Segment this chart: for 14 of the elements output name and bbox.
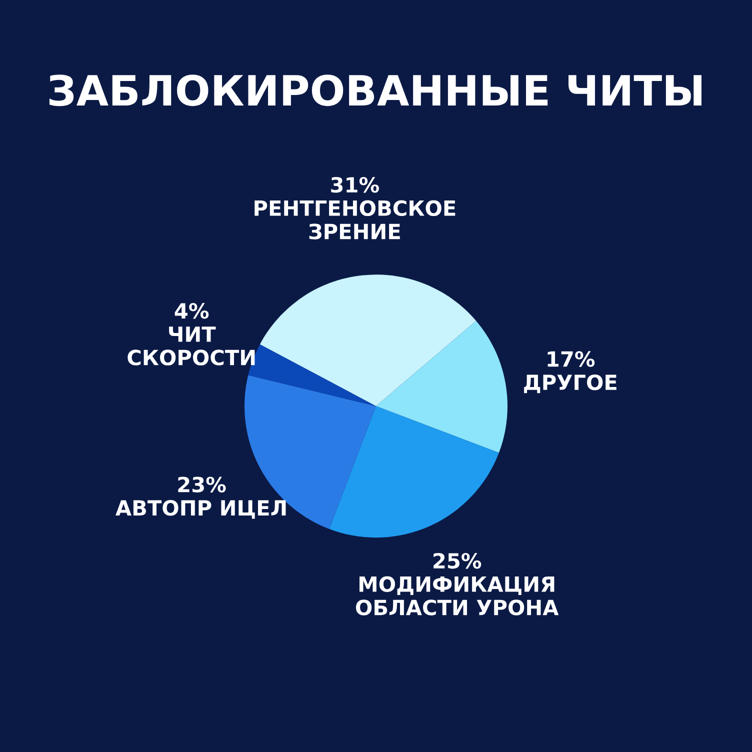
data-label: 31% [331, 176, 379, 193]
slice-label: МОДИФИКАЦИЯ ОБЛАСТИ УРОНА [356, 576, 559, 616]
slice-label: ДРУГОЕ [524, 374, 616, 394]
data-label: 23% [178, 476, 226, 492]
chart-title: ЗАБЛОКИРОВАННЫЕ ЧИТЫ [49, 74, 702, 106]
data-label: 17% [548, 351, 595, 367]
slice-label: АВТОПР ИЦЕЛ [116, 500, 286, 519]
pie-slice [376, 320, 508, 453]
pie-slice [260, 274, 476, 406]
pie-slice [329, 406, 499, 538]
slice-label: ЧИТ СКОРОСТИ [128, 326, 255, 366]
data-label: 25% [434, 552, 482, 569]
slice-label: РЕНТГЕНОВСКОЕ ЗРЕНИЕ [254, 200, 456, 240]
data-label: 4% [174, 302, 209, 319]
